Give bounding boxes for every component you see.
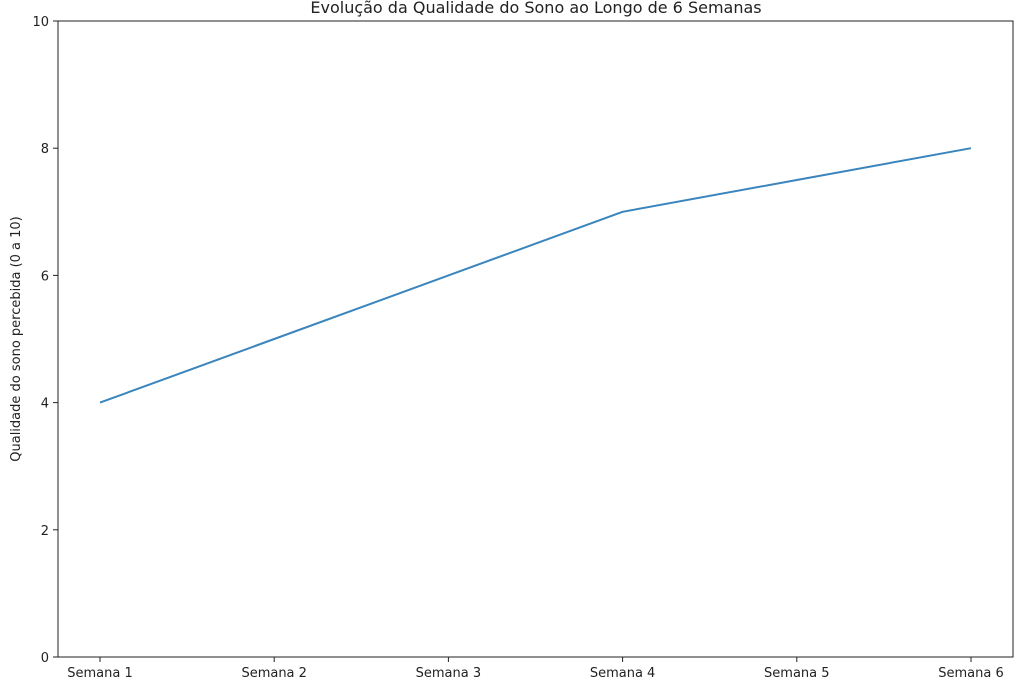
y-tick-label: 6 — [41, 269, 49, 284]
y-tick-label: 8 — [41, 142, 49, 157]
x-tick-label: Semana 6 — [938, 666, 1004, 681]
x-tick-label: Semana 5 — [764, 666, 830, 681]
x-axis-ticks: Semana 1 Semana 2 Semana 3 Semana 4 Semana 5… — [67, 657, 1004, 681]
y-tick-label: 10 — [32, 15, 49, 30]
y-axis-ticks: 0 2 4 6 8 10 — [32, 15, 58, 666]
series-line — [99, 147, 972, 404]
x-tick-label: Semana 3 — [416, 666, 482, 681]
series-layer — [99, 147, 972, 404]
y-tick-label: 2 — [41, 524, 49, 539]
chart-title: Evolução da Qualidade do Sono ao Longo d… — [310, 0, 761, 17]
plot-frame — [57, 20, 1014, 658]
y-tick-label: 0 — [41, 651, 49, 666]
y-axis-label: Qualidade do sono percebida (0 a 10) — [9, 216, 24, 462]
y-tick-label: 4 — [41, 397, 49, 412]
x-tick-label: Semana 4 — [590, 666, 656, 681]
x-tick-label: Semana 1 — [67, 666, 133, 681]
x-tick-label: Semana 2 — [241, 666, 307, 681]
